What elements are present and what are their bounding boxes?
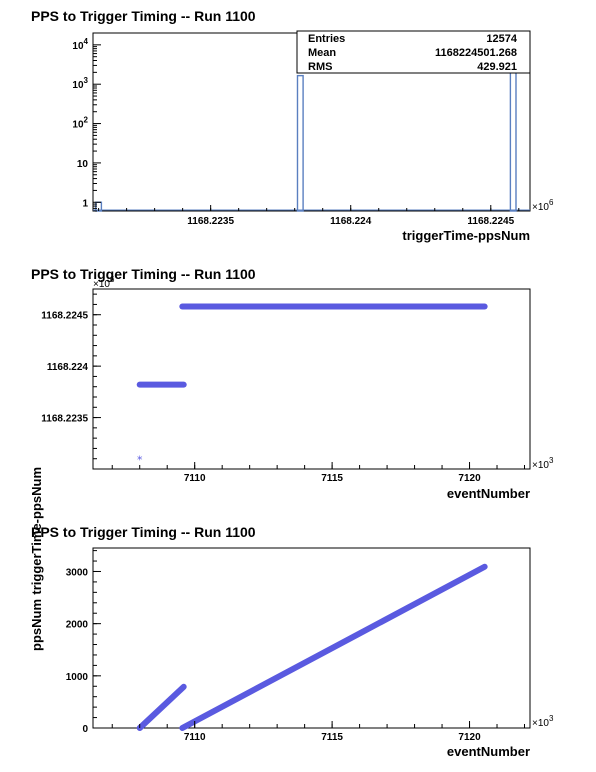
timing-vs-event-panel: PPS to Trigger Timing -- Run 1100 * 7110… <box>29 266 554 595</box>
histogram-y-tick-label-0: 1 <box>82 198 88 209</box>
pps-vs-event-y-tick-label-0: 0 <box>82 724 88 735</box>
stats-rms-value: 429.921 <box>477 61 517 73</box>
timing-vs-event-x-tick-label-1: 7115 <box>321 473 343 484</box>
pps-vs-event-x-tick-label-0: 7110 <box>184 732 206 743</box>
pps-vs-event-y-tick-label-1: 1000 <box>66 672 89 683</box>
pps-vs-event-segment-0 <box>136 683 187 731</box>
histogram-y-tick-label-4: 104 <box>72 37 88 52</box>
pps-vs-event-x-axis-label: eventNumber <box>447 744 530 759</box>
pps-vs-event-title: PPS to Trigger Timing -- Run 1100 <box>31 524 256 540</box>
stats-entries-label: Entries <box>308 33 345 45</box>
timing-vs-event-x-multiplier: ×103 <box>532 456 554 471</box>
timing-vs-event-y-tick-label-0: 1168.2235 <box>41 414 88 425</box>
timing-vs-event-title: PPS to Trigger Timing -- Run 1100 <box>31 266 256 282</box>
timing-vs-event-y-ticks: 1168.2235 1168.224 1168.2245 <box>41 293 101 470</box>
timing-vs-event-y-tick-label-1: 1168.224 <box>47 362 89 373</box>
timing-vs-event-y-axis-label: triggerTime-ppsNum <box>29 467 44 595</box>
stats-mean-label: Mean <box>308 47 336 59</box>
stats-box: Entries 12574 Mean 1168224501.268 RMS 42… <box>296 30 531 74</box>
histogram-bin-1 <box>296 74 304 212</box>
pps-vs-event-x-tick-label-1: 7115 <box>321 732 343 743</box>
pps-vs-event-points <box>136 563 488 731</box>
timing-vs-event-frame <box>92 288 531 470</box>
histogram-x-multiplier: ×106 <box>532 198 554 213</box>
pps-vs-event-x-ticks: 7110 7115 7120 <box>111 721 526 743</box>
stats-entries-value: 12574 <box>486 33 517 45</box>
stats-mean-value: 1168224501.268 <box>435 47 517 59</box>
timing-vs-event-x-tick-label-0: 7110 <box>184 473 206 484</box>
histogram-x-axis-label: triggerTime-ppsNum <box>402 228 530 243</box>
pps-vs-event-frame <box>92 547 531 729</box>
timing-vs-event-x-ticks: 7110 7115 7120 <box>111 462 526 484</box>
histogram-x-tick-label-0: 1168.2235 <box>187 216 234 227</box>
pps-vs-event-y-axis-label: ppsNum <box>29 599 44 651</box>
timing-vs-event-x-axis-label: eventNumber <box>447 486 530 501</box>
timing-vs-event-y-tick-label-2: 1168.2245 <box>41 311 88 322</box>
pps-vs-event-segment-1 <box>179 563 488 731</box>
timing-vs-event-x-tick-label-2: 7120 <box>458 473 481 484</box>
pps-vs-event-x-multiplier: ×103 <box>532 714 554 729</box>
pps-vs-event-y-tick-label-3: 3000 <box>66 567 89 578</box>
pps-vs-event-x-tick-label-2: 7120 <box>458 732 481 743</box>
stats-box-frame <box>296 30 531 74</box>
histogram-y-tick-label-1: 10 <box>77 159 89 170</box>
timing-vs-event-points: * <box>136 303 488 467</box>
histogram-x-tick-label-1: 1168.224 <box>330 216 372 227</box>
histogram-y-ticks: 1 10 102 103 104 <box>72 37 101 212</box>
timing-vs-event-y-multiplier: ×106 <box>93 275 115 290</box>
pps-vs-event-panel: PPS to Trigger Timing -- Run 1100 7110 71… <box>29 524 554 759</box>
histogram-y-tick-label-2: 102 <box>72 116 88 131</box>
histogram-y-tick-label-3: 103 <box>72 76 88 91</box>
histogram-x-ticks: 1168.2235 1168.224 1168.2245 <box>98 205 520 227</box>
histogram-title: PPS to Trigger Timing -- Run 1100 <box>31 8 256 24</box>
histogram-panel: PPS to Trigger Timing -- Run 1100 1168.2… <box>31 8 554 243</box>
pps-vs-event-y-ticks: 0 1000 2000 3000 <box>66 550 101 735</box>
histogram-x-tick-label-2: 1168.2245 <box>467 216 514 227</box>
timing-vs-event-point-0: * <box>137 454 143 467</box>
pps-vs-event-y-tick-label-2: 2000 <box>66 620 89 631</box>
stats-rms-label: RMS <box>308 61 332 73</box>
